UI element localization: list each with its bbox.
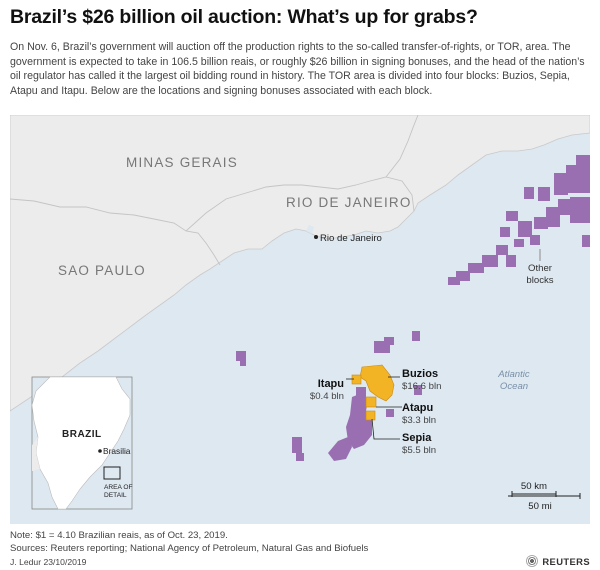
city-dot: [314, 235, 318, 239]
label-city: Rio de Janeiro: [320, 233, 382, 244]
inset-capital-dot: [98, 449, 102, 453]
guanabara-bay: [306, 225, 314, 234]
label-sepia-bonus: $5.5 bln: [402, 445, 436, 456]
state-border: [185, 176, 415, 232]
inset-country: BRAZIL: [62, 429, 102, 440]
label-sepia-name: Sepia: [402, 432, 432, 444]
land: [10, 115, 590, 412]
scale-km: 50 km: [521, 481, 547, 492]
block-itapu: [351, 374, 362, 385]
inset-area-box: [103, 466, 121, 480]
block-buzios: [359, 364, 395, 402]
label-rio-de-janeiro: RIO DE JANEIRO: [286, 195, 412, 210]
label-other-blocks-1: Other: [528, 263, 553, 274]
map: MINAS GERAIS RIO DE JANEIRO SAO PAULO Ri…: [10, 115, 590, 524]
leader-sepia: [371, 418, 400, 440]
footnote: Note: $1 = 4.10 Brazilian reais, as of O…: [10, 530, 228, 541]
inset-area-2: DETAIL: [104, 492, 127, 499]
label-ocean-1: Atlantic: [497, 369, 530, 380]
reuters-logo: REUTERS: [526, 555, 590, 567]
intro-text: On Nov. 6, Brazil’s government will auct…: [10, 41, 585, 97]
state-border: [10, 198, 221, 266]
headline: Brazil’s $26 billion oil auction: What’s…: [10, 6, 478, 28]
other-blocks: [236, 155, 590, 461]
label-sao-paulo: SAO PAULO: [58, 263, 146, 278]
label-itapu-name: Itapu: [318, 378, 344, 390]
scale-mi: 50 mi: [528, 501, 551, 512]
label-itapu-bonus: $0.4 bln: [310, 391, 344, 402]
inset-brazil: [31, 376, 131, 510]
reuters-mark-icon: [526, 555, 539, 567]
label-ocean-2: Ocean: [500, 381, 528, 392]
sources: Sources: Reuters reporting; National Age…: [10, 543, 369, 554]
label-minas-gerais: MINAS GERAIS: [126, 155, 238, 170]
label-buzios-bonus: $16.6 bln: [402, 381, 441, 392]
inset-capital: Brasilia: [103, 446, 131, 456]
label-atapu-bonus: $3.3 bln: [402, 415, 436, 426]
label-other-blocks-2: blocks: [526, 275, 553, 286]
reuters-wordmark: REUTERS: [542, 555, 590, 567]
block-atapu: [365, 396, 377, 408]
label-atapu-name: Atapu: [402, 402, 433, 414]
scale-bar: 50 km 50 mi: [508, 481, 581, 512]
state-border: [385, 115, 419, 178]
inset-map: BRAZIL Brasilia AREA OF DETAIL: [31, 376, 133, 510]
inset-area-1: AREA OF: [104, 484, 133, 491]
credit: J. Ledur 23/10/2019: [10, 557, 87, 567]
block-sepia: [365, 410, 376, 421]
label-buzios-name: Buzios: [402, 368, 438, 380]
